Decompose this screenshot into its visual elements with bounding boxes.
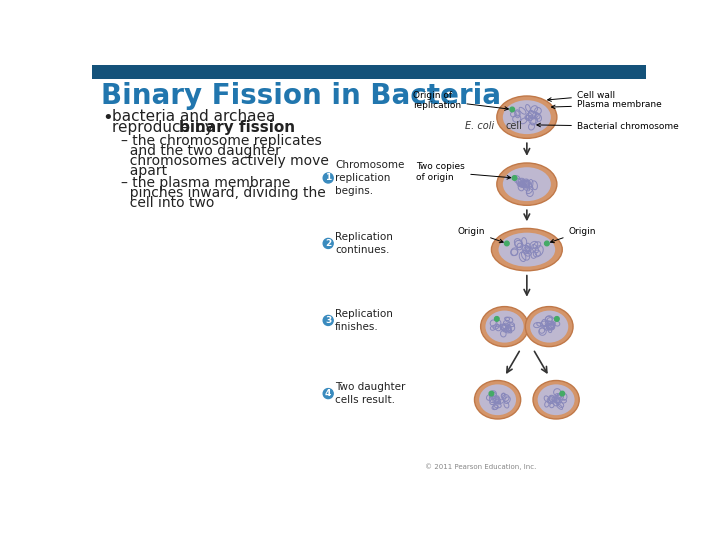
FancyBboxPatch shape: [92, 65, 647, 79]
Ellipse shape: [497, 96, 557, 138]
Text: 1: 1: [325, 173, 331, 183]
Text: Origin: Origin: [458, 227, 503, 242]
Text: © 2011 Pearson Education, Inc.: © 2011 Pearson Education, Inc.: [425, 463, 536, 470]
Ellipse shape: [492, 228, 562, 271]
Text: •: •: [102, 110, 113, 127]
Ellipse shape: [498, 233, 555, 267]
Text: 3: 3: [325, 316, 331, 325]
Text: Origin: Origin: [551, 227, 596, 242]
Ellipse shape: [481, 307, 528, 347]
Ellipse shape: [497, 163, 557, 205]
Text: Bacterial chromosome: Bacterial chromosome: [537, 122, 679, 131]
Circle shape: [323, 389, 333, 399]
Text: Two daughter
cells result.: Two daughter cells result.: [335, 382, 405, 405]
Text: cell into two: cell into two: [121, 197, 215, 211]
Text: Cell wall: Cell wall: [548, 91, 615, 102]
Text: reproduce by: reproduce by: [112, 120, 218, 135]
Circle shape: [544, 241, 549, 246]
Text: Replication
continues.: Replication continues.: [335, 232, 393, 255]
Text: – the plasma membrane: – the plasma membrane: [121, 177, 290, 191]
Text: apart: apart: [121, 164, 167, 178]
Circle shape: [560, 392, 564, 396]
Text: pinches inward, dividing the: pinches inward, dividing the: [121, 186, 326, 200]
Circle shape: [323, 173, 333, 183]
Text: Binary Fission in Bacteria: Binary Fission in Bacteria: [101, 82, 501, 110]
Ellipse shape: [503, 100, 551, 134]
Text: and the two daughter: and the two daughter: [121, 144, 281, 158]
Text: Chromosome
replication
begins.: Chromosome replication begins.: [335, 160, 405, 196]
Circle shape: [554, 316, 559, 321]
Ellipse shape: [485, 310, 523, 342]
Text: bacteria and archaea: bacteria and archaea: [112, 110, 275, 124]
Ellipse shape: [530, 310, 568, 342]
Ellipse shape: [474, 381, 521, 419]
Circle shape: [495, 316, 499, 321]
Circle shape: [323, 239, 333, 248]
Text: cell: cell: [505, 121, 522, 131]
Ellipse shape: [526, 307, 573, 347]
Text: Two copies
of origin: Two copies of origin: [416, 162, 510, 181]
Ellipse shape: [479, 384, 516, 415]
Circle shape: [323, 315, 333, 326]
Text: Origin of
replication: Origin of replication: [413, 91, 508, 110]
Ellipse shape: [538, 384, 575, 415]
Text: 2: 2: [325, 239, 331, 248]
Ellipse shape: [533, 381, 579, 419]
Ellipse shape: [503, 167, 551, 201]
Text: Plasma membrane: Plasma membrane: [552, 100, 662, 109]
Circle shape: [505, 241, 509, 246]
Circle shape: [512, 176, 517, 180]
Text: – the chromosome replicates: – the chromosome replicates: [121, 134, 322, 148]
Circle shape: [489, 392, 494, 396]
Text: Replication
finishes.: Replication finishes.: [335, 309, 393, 332]
Text: E. coli: E. coli: [465, 121, 495, 131]
Text: 4: 4: [325, 389, 331, 398]
Text: chromosomes actively move: chromosomes actively move: [121, 154, 329, 168]
Circle shape: [510, 107, 515, 112]
Text: binary fission: binary fission: [179, 120, 295, 135]
